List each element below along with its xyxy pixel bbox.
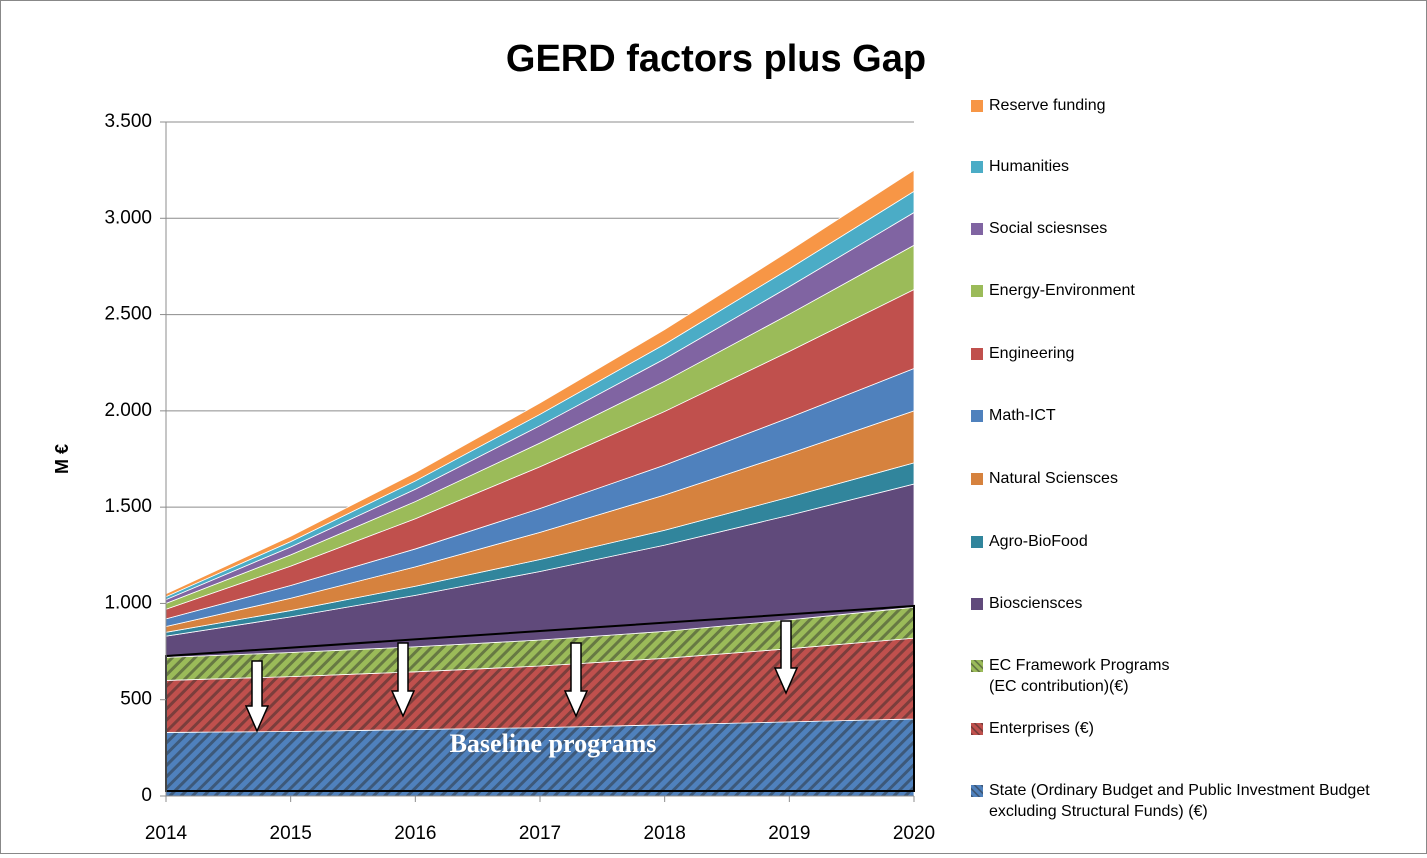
arrow (563, 642, 589, 718)
legend-swatch (971, 536, 983, 548)
legend-swatch (971, 223, 983, 235)
legend-item: Enterprises (€) (971, 718, 1409, 739)
x-tick-label: 2020 (893, 823, 935, 844)
y-tick-label: 1.500 (104, 496, 152, 517)
x-tick-label: 2014 (145, 823, 188, 844)
y-tick-label: 3.000 (104, 207, 152, 228)
legend-item: Engineering (971, 343, 1409, 364)
y-axis-label: M € (52, 444, 72, 474)
legend-item: Social sciesnses (971, 218, 1409, 239)
x-tick-label: 2016 (394, 823, 436, 844)
legend-swatch (971, 285, 983, 297)
legend-label: EC Framework Programs (EC contribution)(… (989, 657, 1170, 695)
arrows (244, 620, 799, 733)
legend-item: Biosciensces (971, 593, 1409, 614)
legend-label: Social sciesnses (989, 220, 1108, 237)
legend-item: Energy-Environment (971, 280, 1409, 301)
chart-title: GERD factors plus Gap (506, 38, 926, 80)
legend-item: Agro-BioFood (971, 531, 1409, 552)
legend-label: Engineering (989, 345, 1075, 362)
arrow (390, 642, 416, 718)
x-tick-label: 2017 (519, 823, 561, 844)
x-tick-label: 2015 (270, 823, 312, 844)
legend-item: Humanities (971, 156, 1409, 177)
legend-item: State (Ordinary Budget and Public Invest… (971, 780, 1409, 822)
x-tick-label: 2019 (768, 823, 810, 844)
legend-label: State (Ordinary Budget and Public Invest… (989, 782, 1370, 820)
area (165, 169, 915, 598)
legend-label: Energy-Environment (989, 282, 1135, 299)
legend-swatch (971, 598, 983, 610)
legend-label: Agro-BioFood (989, 533, 1088, 550)
legend-swatch (971, 100, 983, 112)
legend-item: EC Framework Programs (EC contribution)(… (971, 655, 1199, 697)
legend-item: Math-ICT (971, 405, 1409, 426)
legend-swatch (971, 410, 983, 422)
legend-swatch (971, 723, 983, 735)
y-tick-label: 1.000 (104, 592, 152, 613)
legend-label: Biosciensces (989, 595, 1083, 612)
legend-swatch (971, 785, 983, 797)
legend-label: Math-ICT (989, 407, 1056, 424)
x-tick-label: 2018 (644, 823, 686, 844)
legend-swatch (971, 660, 983, 672)
arrow (773, 620, 799, 695)
legend-label: Enterprises (€) (989, 720, 1094, 737)
legend-item: Reserve funding (971, 95, 1409, 116)
annotation: Baseline programs (450, 729, 657, 758)
y-tick-label: 0 (141, 785, 152, 806)
arrow (244, 660, 270, 733)
y-tick-label: 2.000 (104, 400, 152, 421)
y-tick-label: 2.500 (104, 304, 152, 325)
legend-label: Natural Sciensces (989, 470, 1118, 487)
legend-label: Humanities (989, 158, 1070, 175)
legend-swatch (971, 348, 983, 360)
y-tick-label: 3.500 (104, 111, 152, 132)
legend-swatch (971, 473, 983, 485)
legend-label: Reserve funding (989, 97, 1106, 114)
legend-swatch (971, 161, 983, 173)
legend-item: Natural Sciensces (971, 468, 1409, 489)
y-tick-label: 500 (120, 689, 152, 710)
